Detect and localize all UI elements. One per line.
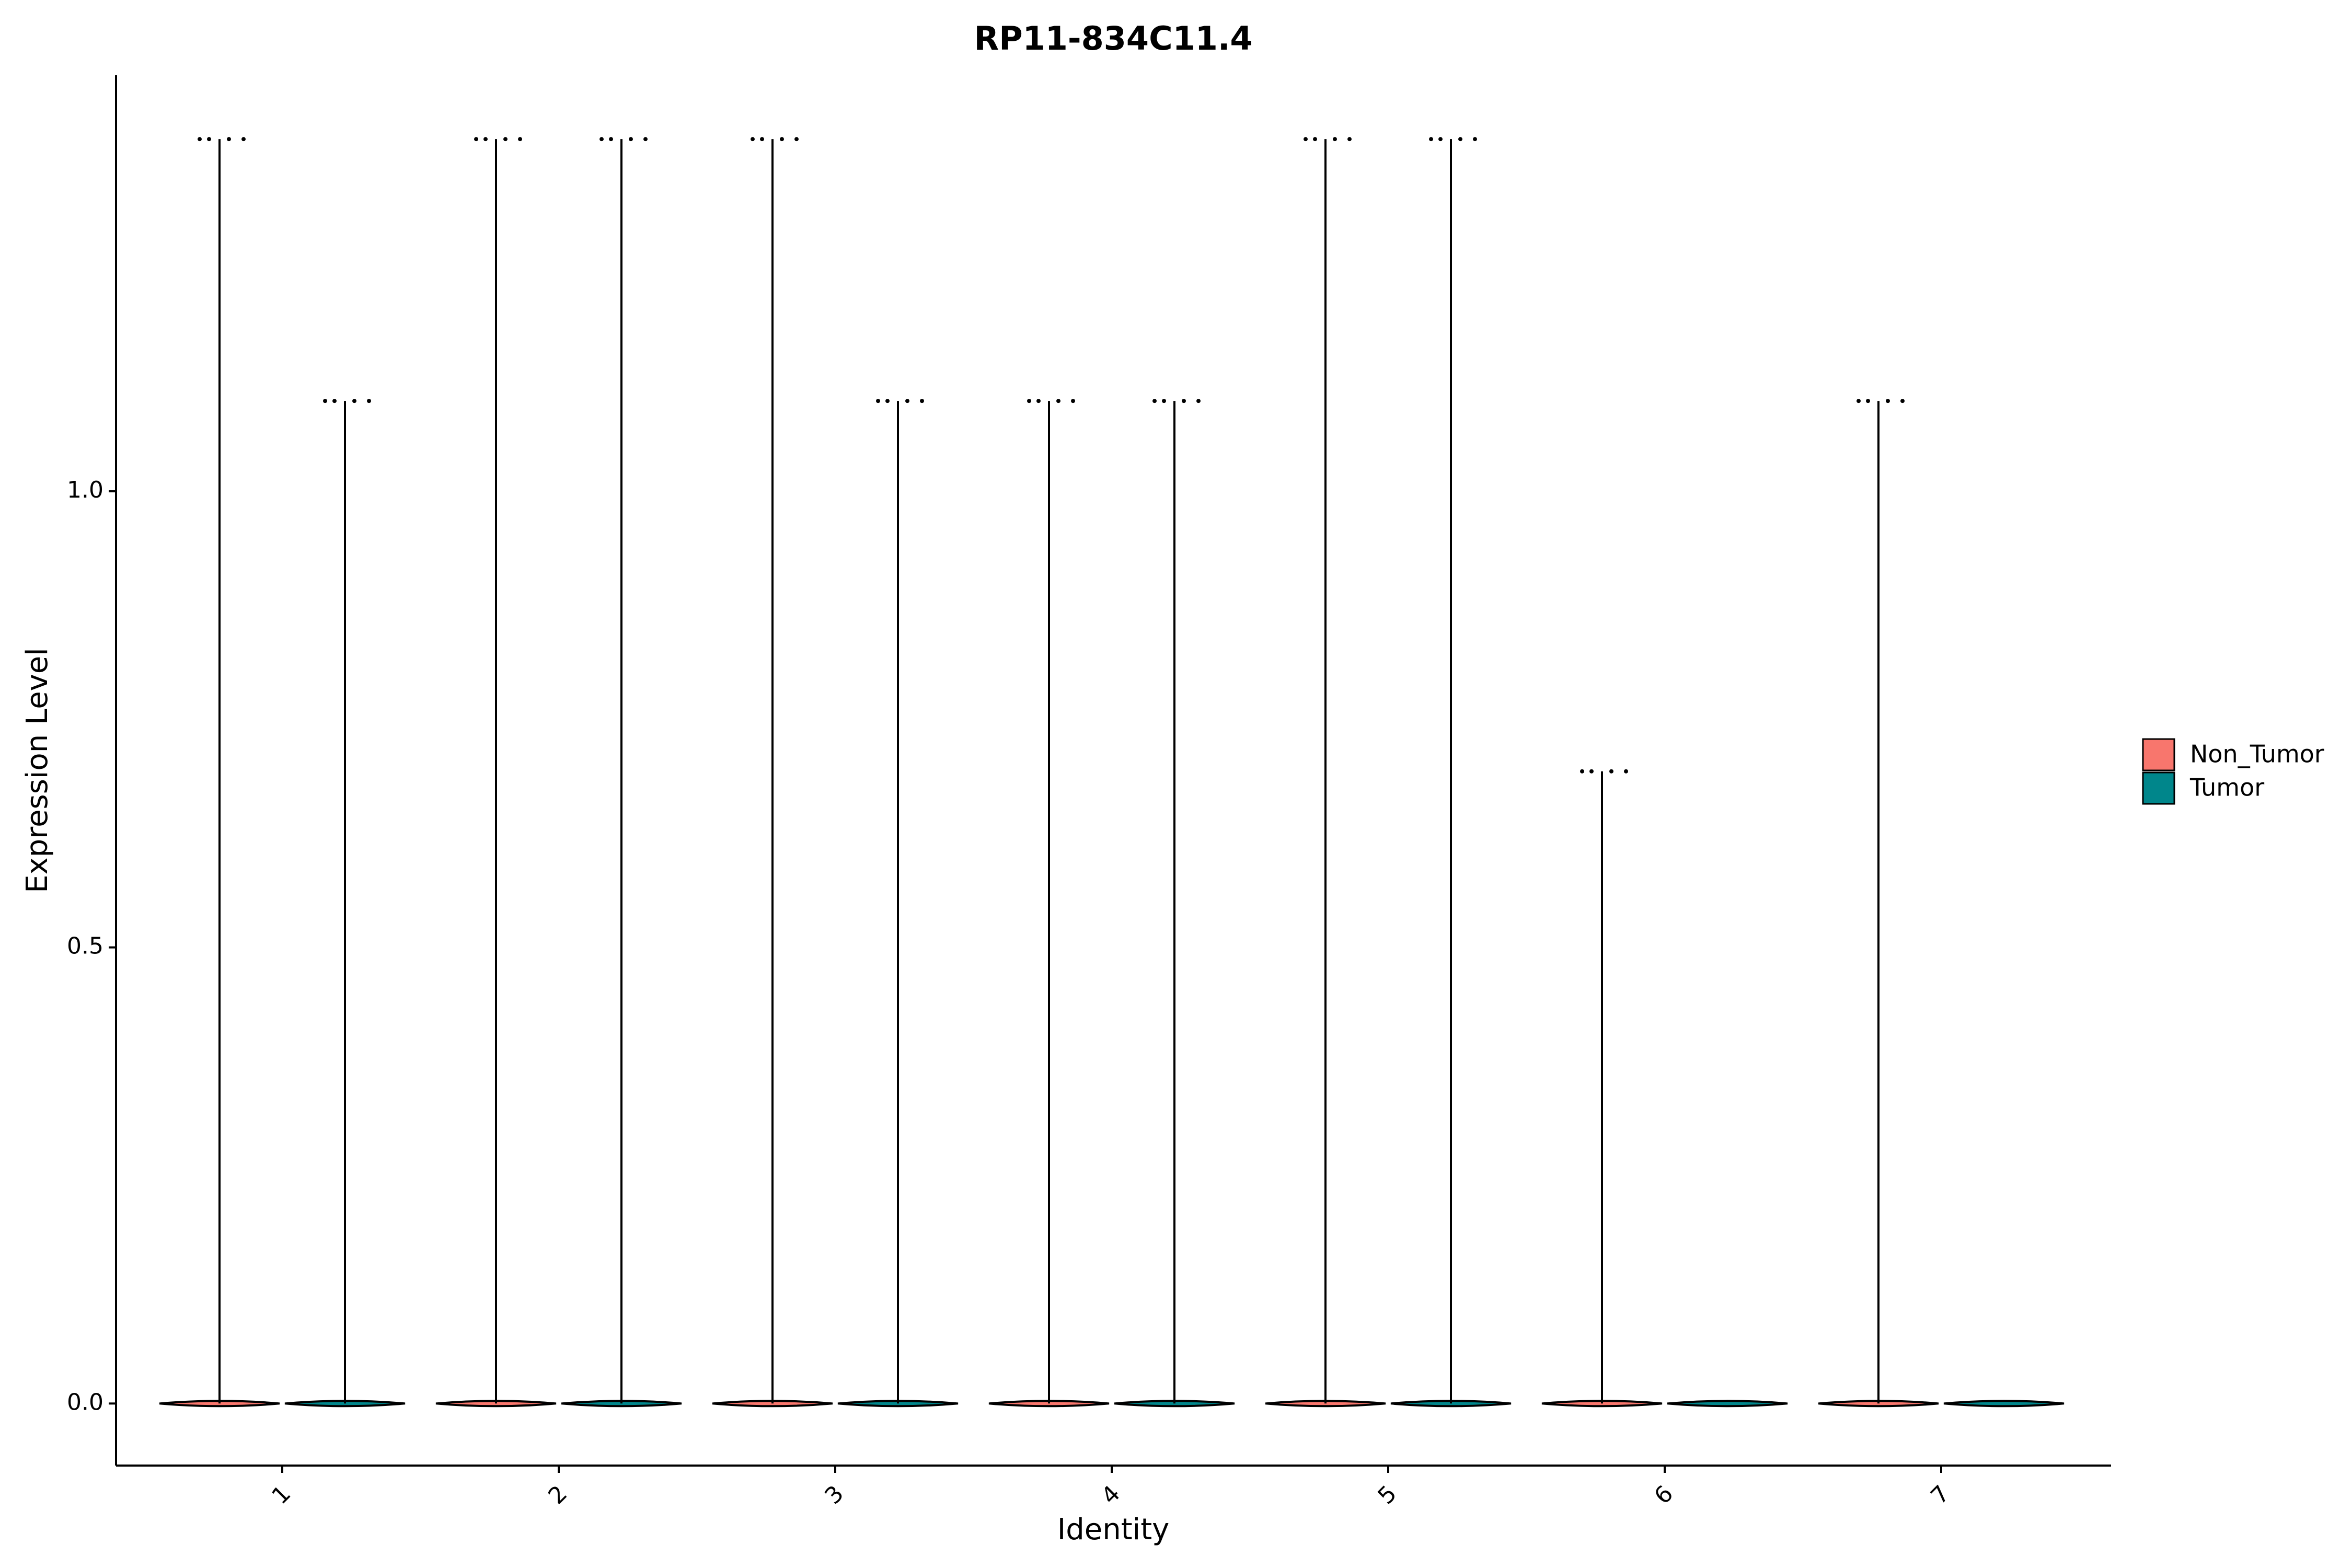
jitter-point — [1429, 137, 1433, 142]
jitter-point — [241, 137, 246, 142]
jitter-point — [760, 137, 764, 142]
jitter-point — [198, 137, 202, 142]
jitter-point — [1313, 137, 1317, 142]
y-axis-label: Expression Level — [20, 648, 54, 893]
jitter-point — [1866, 399, 1870, 403]
jitter-point — [483, 137, 488, 142]
jitter-point — [1036, 399, 1041, 403]
jitter-point — [1438, 137, 1443, 142]
jitter-point — [352, 399, 356, 403]
jitter-point — [503, 137, 508, 142]
jitter-point — [885, 399, 890, 403]
jitter-point — [323, 399, 327, 403]
jitter-point — [367, 399, 371, 403]
jitter-point — [518, 137, 522, 142]
x-tick-label: 1 — [267, 1480, 296, 1509]
jitter-point — [1458, 137, 1462, 142]
x-tick-label: 2 — [543, 1480, 572, 1509]
jitter-point — [1589, 769, 1594, 774]
jitter-point — [599, 137, 604, 142]
legend-swatch — [2142, 738, 2175, 771]
jitter-point — [609, 137, 613, 142]
jitter-point — [1196, 399, 1201, 403]
legend-label: Tumor — [2189, 774, 2264, 802]
jitter-point — [751, 137, 755, 142]
jitter-point — [1347, 137, 1352, 142]
y-tick-label: 1.0 — [67, 477, 103, 503]
x-tick-label: 5 — [1373, 1480, 1402, 1509]
jitter-point — [1182, 399, 1186, 403]
jitter-point — [332, 399, 337, 403]
x-axis-label: Identity — [1057, 1513, 1170, 1547]
y-tick-label: 0.0 — [67, 1389, 103, 1415]
jitter-point — [876, 399, 880, 403]
legend-swatch — [2142, 771, 2175, 805]
jitter-point — [1027, 399, 1031, 403]
jitter-point — [1609, 769, 1613, 774]
y-tick-label: 0.5 — [67, 933, 103, 960]
jitter-point — [1162, 399, 1166, 403]
jitter-point — [1857, 399, 1861, 403]
jitter-point — [1152, 399, 1157, 403]
jitter-point — [1071, 399, 1075, 403]
jitter-point — [629, 137, 633, 142]
legend-label: Non_Tumor — [2190, 740, 2324, 768]
jitter-point — [207, 137, 211, 142]
jitter-point — [474, 137, 478, 142]
jitter-point — [920, 399, 924, 403]
jitter-point — [1473, 137, 1477, 142]
jitter-point — [1900, 399, 1905, 403]
jitter-point — [794, 137, 799, 142]
violin — [1667, 1400, 1788, 1408]
x-tick-label: 7 — [1926, 1480, 1955, 1509]
jitter-point — [1333, 137, 1337, 142]
chart-title: RP11-834C11.4 — [974, 19, 1252, 57]
jitter-point — [1886, 399, 1890, 403]
x-tick-label: 3 — [820, 1480, 849, 1509]
x-tick-label: 6 — [1649, 1480, 1678, 1509]
x-tick-label: 4 — [1096, 1480, 1125, 1509]
jitter-point — [905, 399, 909, 403]
jitter-point — [780, 137, 784, 142]
jitter-point — [1056, 399, 1060, 403]
jitter-point — [1304, 137, 1308, 142]
violin — [1943, 1400, 2065, 1408]
jitter-point — [643, 137, 648, 142]
jitter-point — [1624, 769, 1628, 774]
jitter-point — [1580, 769, 1584, 774]
jitter-point — [227, 137, 231, 142]
